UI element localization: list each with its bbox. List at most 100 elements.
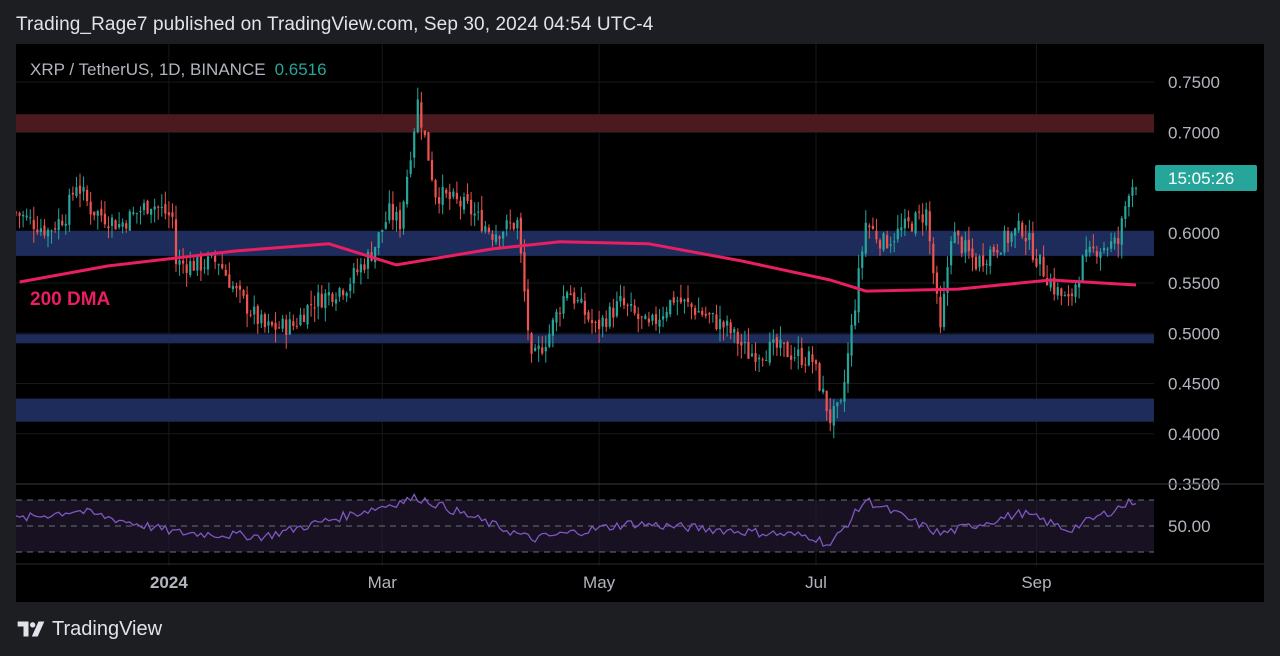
candle-body <box>708 313 711 315</box>
candle-body <box>132 212 135 215</box>
price-tick-label: 0.4000 <box>1168 425 1220 444</box>
candle-body <box>861 251 864 268</box>
candle-body <box>402 201 405 229</box>
candle-body <box>871 225 874 229</box>
candle-body <box>704 313 707 316</box>
rsi-tick-label: 50.00 <box>1168 517 1211 536</box>
candle-body <box>1060 288 1063 296</box>
candle-body <box>967 239 970 252</box>
chart-frame[interactable]: 0.7500 0.7000 0.6000 0.5500 0.5000 0.4500 0.40… <box>14 44 1264 602</box>
candle-body <box>946 267 949 293</box>
candle-body <box>249 314 252 316</box>
candle-body <box>1099 251 1102 258</box>
candle-body <box>960 237 963 254</box>
candle-body <box>658 319 661 327</box>
candle-body <box>950 241 953 266</box>
candle-body <box>1031 233 1034 260</box>
candle-body <box>601 317 604 327</box>
candle-body <box>676 300 679 302</box>
candle-body <box>324 293 327 309</box>
candle-body <box>800 347 803 366</box>
candle-body <box>445 189 448 194</box>
rsi-line <box>15 493 1137 547</box>
candle-body <box>57 219 60 231</box>
candle-body <box>1134 188 1138 190</box>
candle-body <box>797 349 800 356</box>
candle-body <box>377 232 380 248</box>
candle-body <box>427 132 430 161</box>
candle-body <box>548 333 551 347</box>
candle-body <box>1117 238 1120 244</box>
candle-body <box>839 400 842 402</box>
candle-body <box>118 223 121 228</box>
candle-body <box>637 313 640 320</box>
candle-body <box>622 297 626 305</box>
candle-body <box>914 212 917 234</box>
candle-body <box>93 211 96 216</box>
candle-body <box>459 200 462 207</box>
candle-body <box>139 210 142 212</box>
candle-body <box>683 299 686 302</box>
candle-body <box>1053 277 1056 295</box>
candle-body <box>423 130 426 136</box>
candle-body <box>366 251 370 269</box>
candle-body <box>441 186 444 205</box>
candle-body <box>974 256 978 270</box>
price-axis[interactable]: 0.7500 0.7000 0.6000 0.5500 0.5000 0.4500 0.40… <box>1168 73 1220 494</box>
candle-body <box>672 297 675 303</box>
candle-body <box>438 197 441 204</box>
candle-body <box>896 228 899 240</box>
candle-body <box>470 199 473 215</box>
candle-body <box>1063 295 1066 297</box>
candle-body <box>228 274 231 288</box>
candle-body <box>167 212 170 216</box>
candle-body <box>416 99 419 133</box>
candle-body <box>551 319 554 336</box>
candle-body <box>1003 230 1006 253</box>
candle-body <box>1113 237 1116 244</box>
symbol-info: XRP / TetherUS, 1D, BINANCE 0.6516 <box>30 60 327 79</box>
candle-body <box>718 319 722 330</box>
candle-body <box>157 206 160 208</box>
candle-body <box>260 314 263 324</box>
candle-body <box>900 227 903 231</box>
candle-body <box>317 292 320 307</box>
candle-body <box>836 402 839 407</box>
time-axis[interactable]: 2024 Mar May Jul Sep <box>16 563 1264 592</box>
candlesticks <box>14 87 1138 439</box>
candle-body <box>448 191 451 200</box>
candle-body <box>726 320 729 326</box>
candle-body <box>686 298 690 303</box>
price-chart[interactable]: 0.7500 0.7000 0.6000 0.5500 0.5000 0.4500 0.40… <box>14 44 1264 602</box>
candle-body <box>160 206 163 208</box>
candle-body <box>295 325 298 327</box>
candle-body <box>555 311 558 323</box>
price-tick-label: 0.5000 <box>1168 324 1220 343</box>
candle-body <box>715 314 718 330</box>
candle-body <box>1014 228 1017 236</box>
candle-body <box>957 230 960 236</box>
candle-body <box>523 252 526 292</box>
candle-body <box>587 312 590 320</box>
price-tag: 15:05:26 <box>1155 165 1257 191</box>
candle-body <box>345 292 348 297</box>
tradingview-brand[interactable]: TradingView <box>16 616 162 642</box>
candle-body <box>928 211 931 242</box>
candle-body <box>327 292 330 296</box>
candle-body <box>146 200 149 214</box>
candle-body <box>363 264 366 270</box>
candle-body <box>253 306 256 315</box>
candle-body <box>932 243 935 274</box>
candle-body <box>306 305 309 325</box>
candle-body <box>238 285 242 290</box>
candle-body <box>1095 251 1098 257</box>
candle-body <box>1010 233 1013 242</box>
candle-body <box>36 229 39 233</box>
candle-body <box>349 284 352 291</box>
candle-body <box>299 314 302 326</box>
candle-body <box>128 211 131 231</box>
candle-body <box>516 219 519 229</box>
candle-body <box>96 210 99 216</box>
candle-body <box>921 214 924 223</box>
candle-body <box>174 219 178 265</box>
